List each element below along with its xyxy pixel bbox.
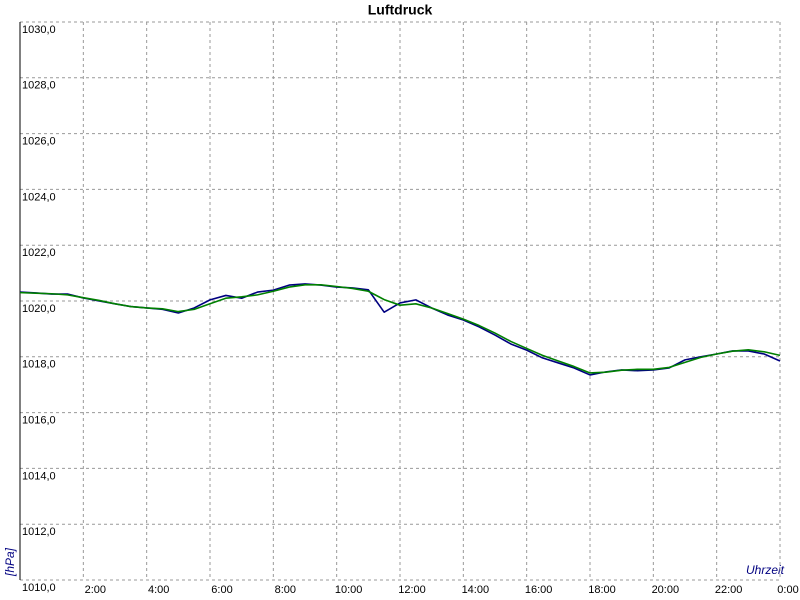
y-tick-label: 1030,0	[22, 24, 56, 36]
x-tick-label: 2:00	[85, 584, 106, 596]
y-axis-label: [hPa]	[3, 547, 17, 577]
y-tick-label: 1028,0	[22, 80, 56, 92]
y-tick-label: 1018,0	[22, 359, 56, 371]
x-tick-label: 10:00	[335, 584, 363, 596]
x-tick-label: 8:00	[275, 584, 296, 596]
y-tick-label: 1012,0	[22, 526, 56, 538]
x-tick-label: 22:00	[715, 584, 743, 596]
x-tick-label: 4:00	[148, 584, 169, 596]
x-tick-label: 14:00	[462, 584, 490, 596]
chart-title: Luftdruck	[368, 2, 433, 18]
x-tick-label: 20:00	[652, 584, 680, 596]
x-tick-label: 0:00	[777, 584, 798, 596]
y-tick-label: 1022,0	[22, 247, 56, 259]
x-tick-label: 16:00	[525, 584, 553, 596]
y-tick-label: 1026,0	[22, 136, 56, 148]
y-tick-label: 1010,0	[22, 582, 56, 594]
x-tick-label: 12:00	[398, 584, 426, 596]
x-tick-label: 6:00	[211, 584, 232, 596]
y-tick-label: 1024,0	[22, 191, 56, 203]
y-tick-label: 1014,0	[22, 470, 56, 482]
y-tick-label: 1020,0	[22, 303, 56, 315]
x-axis-label: Uhrzeit	[746, 563, 785, 577]
y-tick-label: 1016,0	[22, 415, 56, 427]
series-line	[19, 284, 781, 374]
x-tick-label: 18:00	[588, 584, 616, 596]
